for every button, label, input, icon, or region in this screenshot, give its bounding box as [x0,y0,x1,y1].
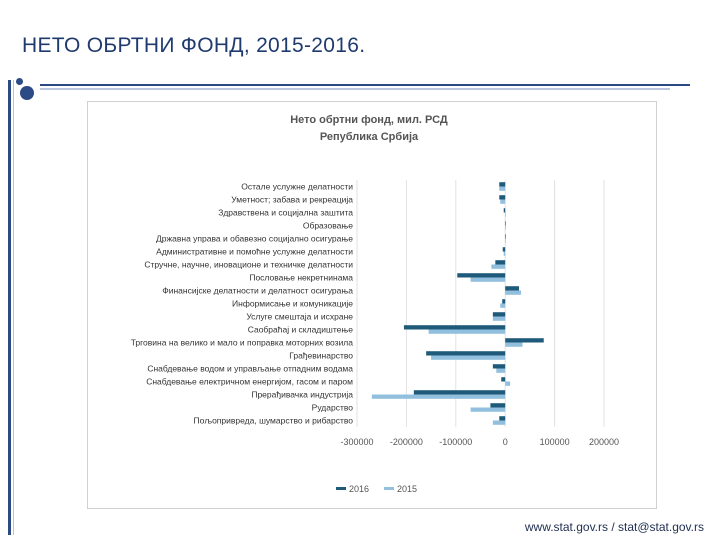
bar-2015-9 [500,303,506,308]
category-label: Снабдевање електричном енергијом, гасом … [146,377,353,387]
legend-label: 2015 [397,484,417,494]
category-label: Грађевинарство [289,351,353,361]
bar-2015-0 [499,186,506,191]
decor-dot-small [16,78,23,85]
bar-2016-17 [490,403,506,408]
bar-2015-3 [505,225,506,230]
x-tick-label: 100000 [540,437,570,447]
category-label: Прерађивачка индустрија [251,390,353,400]
decor-dot-large [20,86,34,100]
bar-2016-10 [492,312,506,317]
x-tick-label: -200000 [390,437,423,447]
chart-frame: Нето обртни фонд, мил. РСД Република Срб… [87,101,657,509]
bar-2015-13 [431,355,506,360]
bar-2016-6 [495,260,506,265]
category-labels: Остале услужне делатности Уметност; забав… [131,182,354,426]
bar-2016-8 [505,286,520,291]
bar-2016-16 [413,390,506,395]
grid-lines [356,180,605,427]
bar-2016-14 [492,364,506,369]
category-label: Стручне, научне, иновационе и техничке д… [144,260,353,270]
bar-2015-5 [503,251,506,256]
category-label: Образовање [303,221,353,231]
x-tick-label: 200000 [589,437,619,447]
category-label: Снабдевање водом и управљање отпадним во… [147,364,353,374]
legend-swatch-2015 [384,487,394,490]
x-tick-labels: -300000 -200000 -100000 0 100000 200000 [340,437,619,447]
bar-2016-13 [426,351,506,356]
category-label: Рударство [312,403,354,413]
bar-2015-11 [428,329,506,334]
category-label: Трговина на велико и мало и поправка мот… [131,338,354,348]
bar-2016-2 [503,208,506,213]
category-label: Саобраћај и складиштење [248,325,354,335]
category-label: Финансијске делатности и делатност осигу… [162,286,353,296]
bar-2015-4 [505,238,506,243]
decor-vertical-line-light [13,80,14,535]
x-tick-label: 0 [503,437,508,447]
bar-chart: Нето обртни фонд, мил. РСД Република Срб… [131,114,619,494]
bar-2015-15 [505,381,511,386]
category-label: Пословање некретнинама [249,273,353,283]
category-label: Информисање и комуникације [232,299,353,309]
category-label: Остале услужне делатности [241,182,353,192]
legend-swatch-2016 [336,487,346,490]
bar-2015-7 [470,277,506,282]
bar-2016-5 [502,247,506,252]
category-label: Здравствена и социјална заштита [218,208,353,218]
bar-2016-3 [505,221,506,226]
bar-2015-2 [505,212,506,217]
bar-2015-6 [491,264,506,269]
x-tick-label: -300000 [340,437,373,447]
bar-2015-14 [496,368,506,373]
bar-2016-0 [499,182,506,187]
bar-2015-10 [492,316,506,321]
decor-horizontal-line-light [40,88,670,90]
bar-2015-18 [492,420,506,425]
decor-horizontal-line [40,84,690,86]
bar-2016-15 [501,377,506,382]
footer-contact: www.stat.gov.rs / stat@stat.gov.rs [524,520,704,534]
legend-label: 2016 [349,484,369,494]
chart-subtitle: Република Србија [320,131,419,143]
x-tick-label: -100000 [439,437,472,447]
bar-2015-1 [500,199,506,204]
bar-2016-18 [499,416,506,421]
decor-vertical-line [8,80,11,535]
bar-2015-17 [470,407,506,412]
bar-2016-4 [505,234,506,239]
bar-2015-8 [505,290,522,295]
category-label: Пољопривреда, шумарство и рибарство [194,416,354,426]
category-label: Државна управа и обавезно социјално осиг… [156,234,353,244]
category-label: Административне и помоћне услужне делатн… [156,247,353,257]
bar-2016-9 [502,299,506,304]
category-label: Услуге смештаја и исхране [246,312,353,322]
bar-2015-12 [505,342,523,347]
bar-2016-1 [499,195,506,200]
slide-title: НЕТО ОБРТНИ ФОНД, 2015-2016. [22,34,366,57]
chart-title: Нето обртни фонд, мил. РСД [290,114,448,126]
legend: 2016 2015 [336,484,417,494]
bar-2016-7 [457,273,506,278]
bar-2015-16 [371,394,506,399]
bar-2016-12 [505,338,544,343]
bars [371,182,544,425]
bar-2016-11 [403,325,506,330]
category-label: Уметност; забава и рекреација [231,195,353,205]
